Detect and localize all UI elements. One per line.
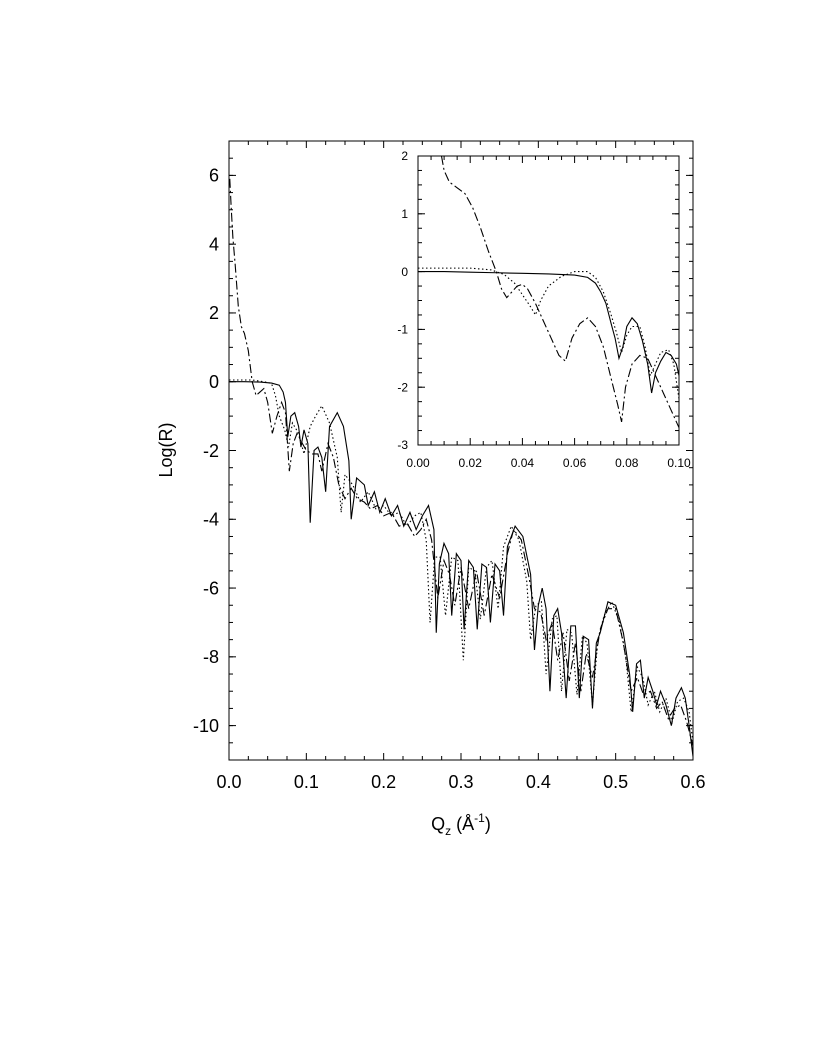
y-axis-label: Log(R) <box>156 422 176 477</box>
main-y-tick-label: -10 <box>193 716 219 736</box>
inset-y-tick-label: -1 <box>397 323 408 337</box>
inset-y-tick-label: -2 <box>397 380 408 394</box>
main-x-tick-label: 0.4 <box>526 772 551 792</box>
inset-y-tick-label: 2 <box>401 149 408 163</box>
main-series-dash-dot <box>229 178 693 747</box>
inset-x-tick-label: 0.10 <box>667 456 691 470</box>
x-axis-label-sup: -1 <box>474 811 485 825</box>
inset-series <box>418 156 679 428</box>
x-axis-label-sub: z <box>445 824 451 838</box>
main-y-tick-label: 2 <box>209 303 219 323</box>
main-x-tick-label: 0.0 <box>216 772 241 792</box>
main-y-tick-label: 4 <box>209 234 219 254</box>
inset-x-tick-label: 0.08 <box>615 456 639 470</box>
main-y-tick-label: -2 <box>203 441 219 461</box>
main-y-tick-label: -8 <box>203 647 219 667</box>
inset-plot: 0.00 0.02 0.04 0.06 0.08 0.10 2 1 0 -1 -2 -3 <box>397 149 691 470</box>
inset-x-tick-label: 0.04 <box>511 456 535 470</box>
main-x-tick-label: 0.3 <box>448 772 473 792</box>
inset-series-dotted <box>418 267 679 399</box>
inset-x-tick-label: 0.06 <box>563 456 587 470</box>
inset-x-tick-label: 0.00 <box>406 456 430 470</box>
inset-y-tick-label: 0 <box>401 265 408 279</box>
main-y-tick-label: -4 <box>203 510 219 530</box>
inset-plot-background <box>418 156 679 445</box>
inset-y-tick-label: -3 <box>397 438 408 452</box>
inset-series-dash-dot <box>440 156 679 428</box>
main-series <box>229 178 693 757</box>
main-series-solid <box>229 381 693 757</box>
x-axis-label-main: Q <box>431 814 445 834</box>
inset-x-tick-label: 0.02 <box>459 456 483 470</box>
main-y-tick-label: 6 <box>209 166 219 186</box>
inset-ticks: 0.00 0.02 0.04 0.06 0.08 0.10 2 1 0 -1 -2 -3 <box>397 149 691 470</box>
main-series-dotted <box>229 379 693 743</box>
main-x-tick-label: 0.5 <box>603 772 628 792</box>
main-x-tick-label: 0.1 <box>294 772 319 792</box>
main-x-tick-label: 0.2 <box>371 772 396 792</box>
inset-series-solid <box>418 271 679 394</box>
inset-y-tick-label: 1 <box>401 207 408 221</box>
x-axis-label-unit: (Å <box>451 814 474 834</box>
x-axis-label: Qz (Å-1) <box>431 811 491 838</box>
x-axis-label-close: ) <box>485 814 491 834</box>
main-y-tick-label: 0 <box>209 372 219 392</box>
main-y-tick-label: -6 <box>203 578 219 598</box>
main-x-tick-label: 0.6 <box>680 772 705 792</box>
